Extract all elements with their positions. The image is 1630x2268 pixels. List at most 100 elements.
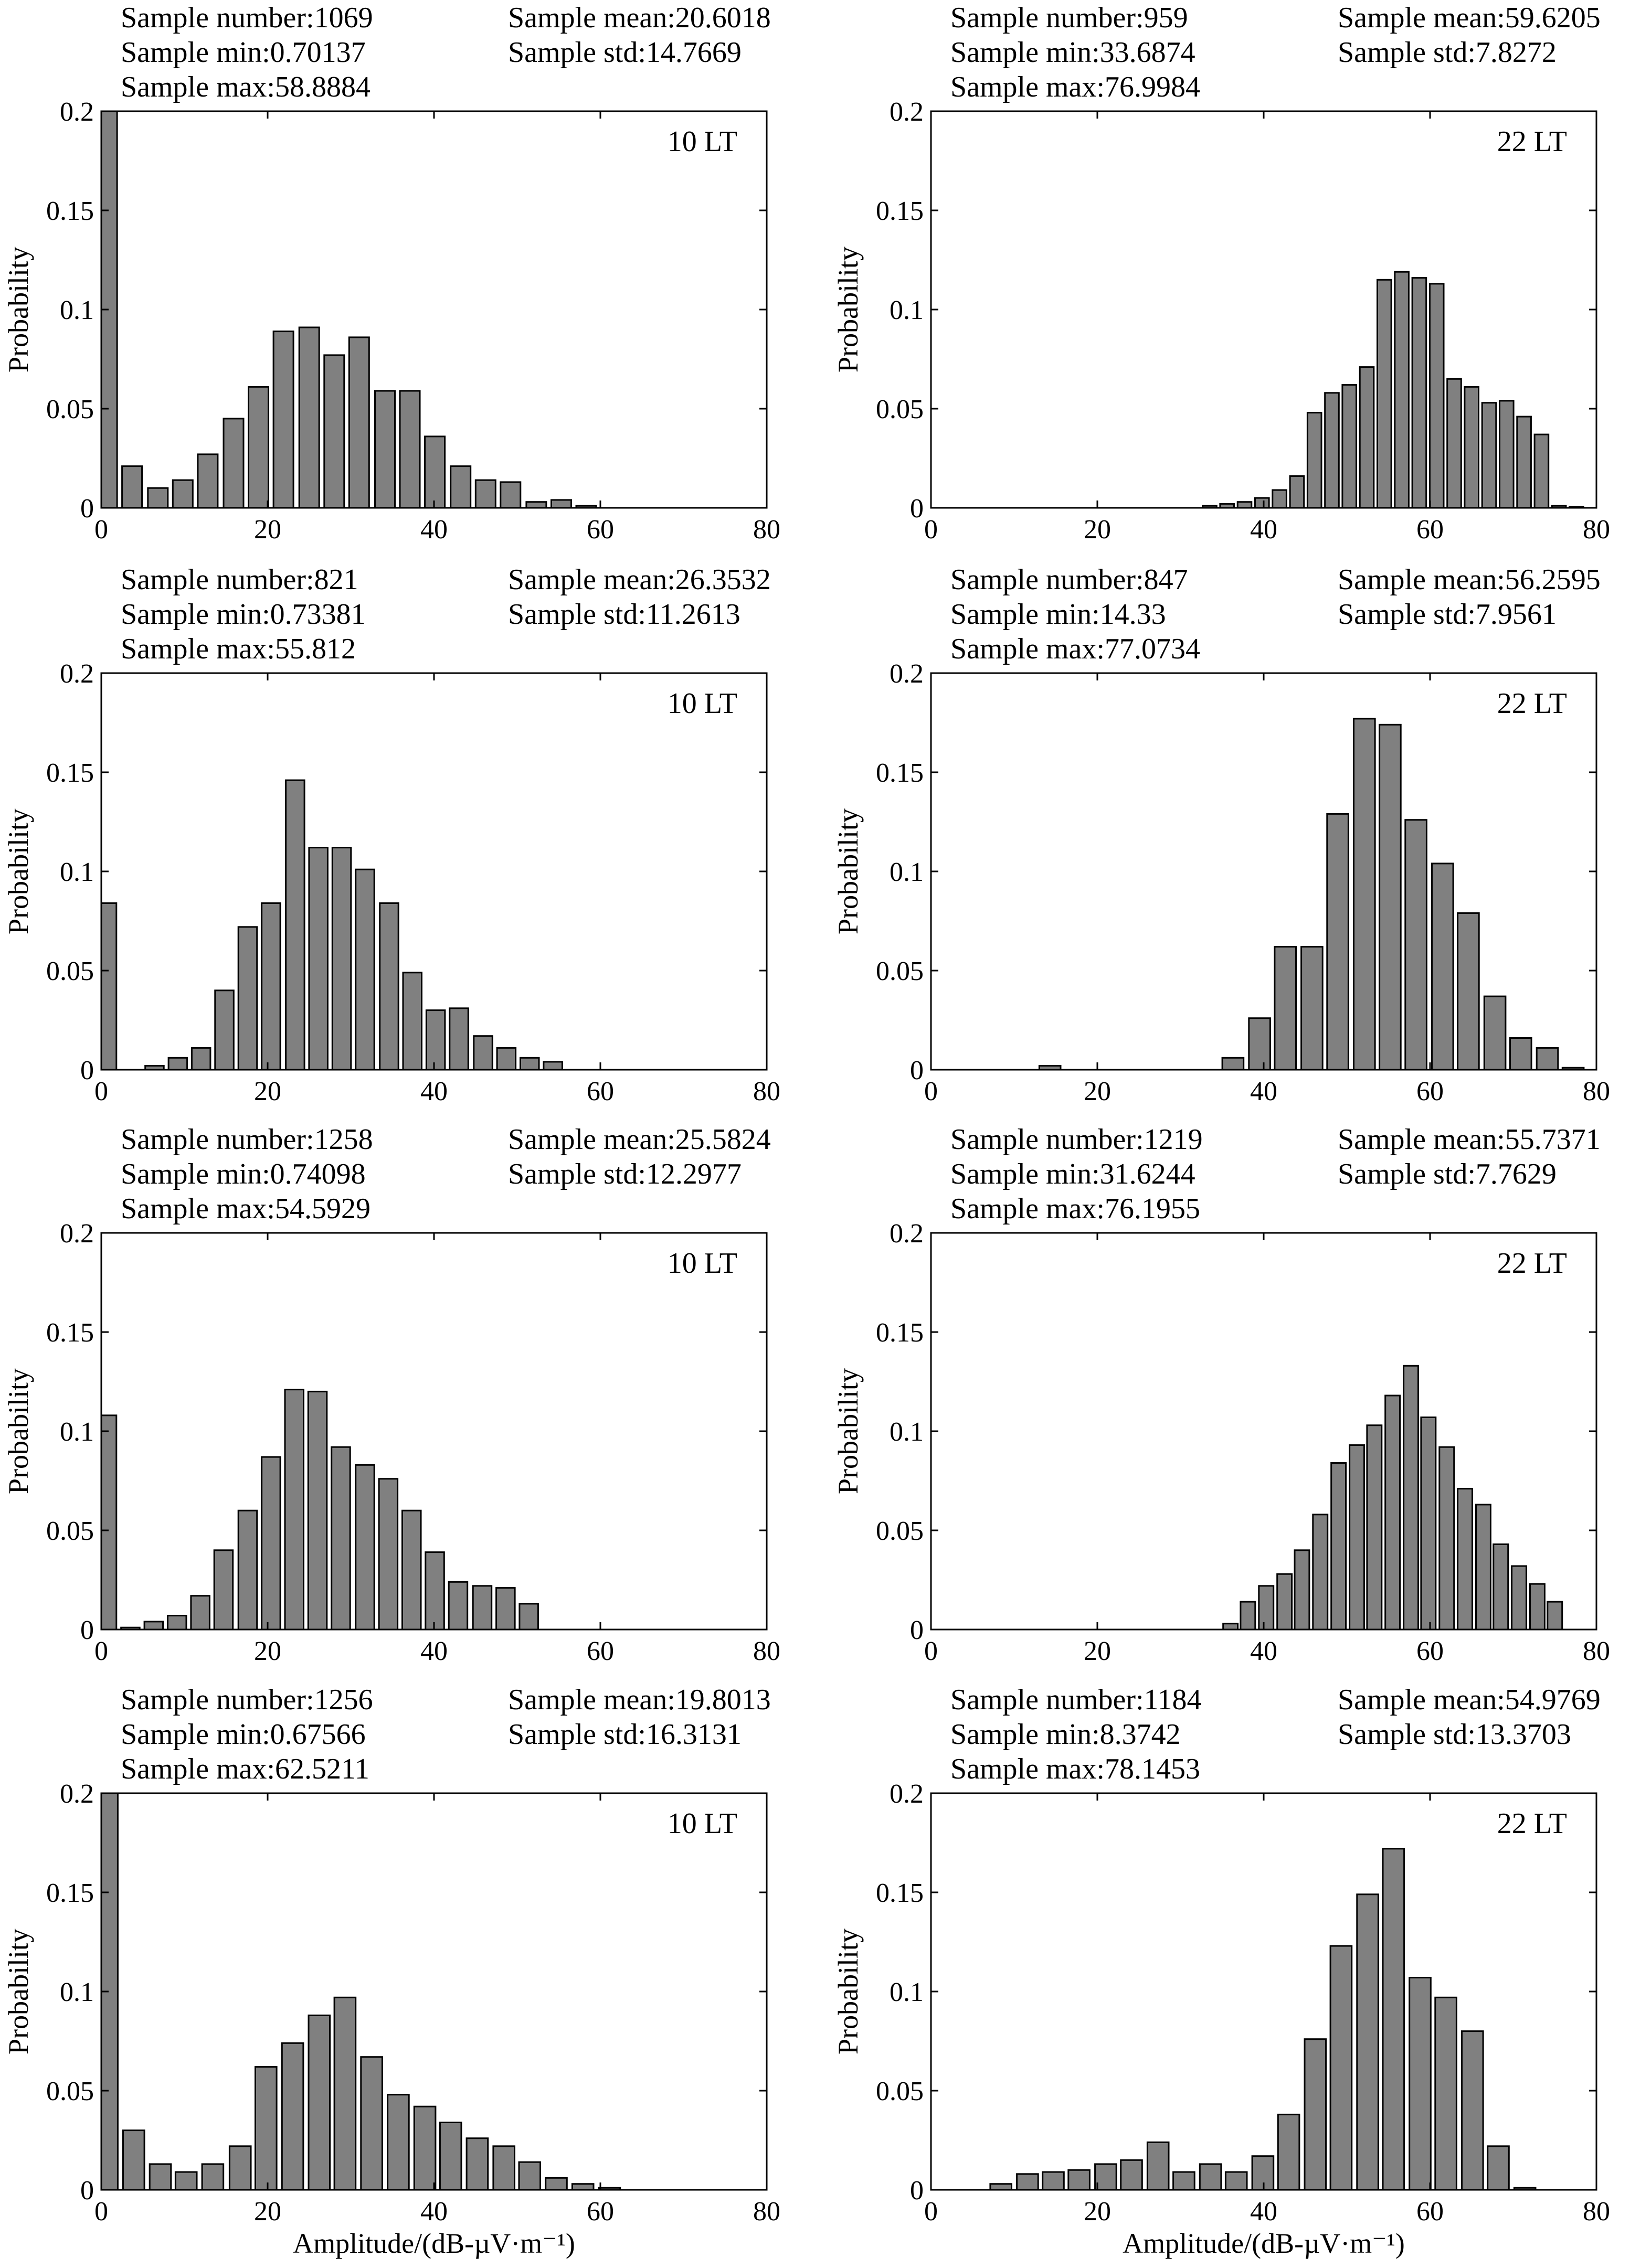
histogram-panel-4: 0 20 40 60 80 0 0.05 0.1 0.15 0.2 Probability 22 LT… <box>832 563 1610 1106</box>
y-tick-label: 0 <box>910 2176 924 2206</box>
sample-number: Sample number:1258 <box>121 1123 373 1156</box>
sample-mean: Sample mean:55.7371 <box>1338 1123 1601 1156</box>
histogram-bar <box>374 390 396 509</box>
histogram-bar <box>331 1446 351 1631</box>
histogram-bar <box>1240 1601 1256 1631</box>
y-tick-label: 0 <box>80 1056 94 1085</box>
sample-mean: Sample mean:19.8013 <box>508 1684 771 1716</box>
histogram-bar <box>1464 386 1479 509</box>
panel-time-label: 10 LT <box>668 1247 737 1280</box>
histogram-bar <box>355 868 375 1071</box>
x-tick-label: 60 <box>1416 1077 1444 1106</box>
x-tick-label: 60 <box>587 515 614 545</box>
y-tick-label: 0.05 <box>876 395 924 424</box>
x-tick-label: 20 <box>1084 515 1111 545</box>
histogram-bar <box>1533 433 1550 509</box>
histogram-panel-1: 0 20 40 60 80 0 0.05 0.1 0.15 0.2 Probability 10 LT… <box>3 2 780 545</box>
histogram-bar <box>1306 412 1322 509</box>
y-tick-label: 0.05 <box>46 395 94 424</box>
y-axis-label: Probability <box>3 808 34 934</box>
sample-std: Sample std:12.2977 <box>508 1158 742 1190</box>
histogram-bar <box>272 331 294 509</box>
histogram-bar <box>473 1035 493 1071</box>
x-tick-label: 60 <box>1416 2197 1444 2227</box>
histogram-bar <box>190 1595 210 1631</box>
histogram-panel-6: 0 20 40 60 80 0 0.05 0.1 0.15 0.2 Probability 22 LT… <box>832 1123 1610 1666</box>
y-tick-label: 0 <box>910 1056 924 1085</box>
histogram-bar <box>401 1509 422 1631</box>
sample-std: Sample std:14.7669 <box>508 36 742 69</box>
x-tick-label: 80 <box>753 1636 780 1666</box>
histogram-bar <box>472 1585 493 1631</box>
histogram-bar <box>1274 946 1297 1071</box>
histogram-bar <box>1326 813 1349 1071</box>
histogram-bar <box>1294 1549 1310 1631</box>
histogram-bar <box>261 902 281 1071</box>
x-tick-label: 20 <box>254 1636 281 1666</box>
x-tick-label: 60 <box>1416 515 1444 545</box>
histogram-bar <box>551 499 572 509</box>
y-tick-label: 0.05 <box>876 2077 924 2106</box>
x-tick-label: 0 <box>924 1077 938 1106</box>
panel-time-label: 10 LT <box>668 125 737 158</box>
histogram-bar <box>1487 2145 1510 2191</box>
sample-number: Sample number:1219 <box>950 1123 1203 1156</box>
sample-min: Sample min:8.3742 <box>950 1718 1181 1751</box>
histogram-bar <box>1248 1017 1271 1071</box>
sample-mean: Sample mean:56.2595 <box>1338 563 1601 596</box>
y-tick-label: 0.2 <box>60 1779 94 1809</box>
histogram-bar <box>147 487 169 509</box>
panel-time-label: 22 LT <box>1497 687 1567 720</box>
histogram-bar <box>190 1047 211 1071</box>
histogram-bar <box>1304 2038 1327 2191</box>
histogram-bar <box>450 465 472 509</box>
histogram-bar <box>492 2145 516 2191</box>
sample-min: Sample min:31.6244 <box>950 1158 1195 1190</box>
histogram-bar <box>1382 1848 1405 2191</box>
x-axis-label: Amplitude/(dB-µV·m⁻¹) <box>293 2228 575 2259</box>
sample-number: Sample number:847 <box>950 563 1188 596</box>
histogram-bar <box>1403 1365 1420 1631</box>
histogram-bar <box>571 2183 595 2191</box>
histogram-bar <box>100 902 118 1071</box>
histogram-bar <box>1461 2030 1484 2191</box>
histogram-panel-7: 0 20 40 60 80 0 0.05 0.1 0.15 0.2 Probability 10 LT… <box>3 1684 780 2259</box>
y-tick-label: 0.15 <box>46 1878 94 1908</box>
histogram-bar <box>174 2171 198 2191</box>
sample-min: Sample min:33.6874 <box>950 36 1195 69</box>
histogram-bar <box>201 2163 225 2191</box>
panel-time-label: 22 LT <box>1497 1247 1567 1280</box>
y-tick-label: 0.15 <box>46 196 94 226</box>
histogram-bar <box>1483 995 1507 1071</box>
histogram-bar <box>1199 2163 1222 2191</box>
x-tick-label: 20 <box>254 515 281 545</box>
histogram-bar <box>307 1390 328 1631</box>
x-tick-label: 20 <box>1084 2197 1111 2227</box>
histogram-bar <box>331 847 352 1071</box>
histogram-bar <box>424 435 446 509</box>
histogram-bar <box>1356 1893 1379 2191</box>
sample-max: Sample max:77.0734 <box>950 633 1200 665</box>
sample-max: Sample max:55.812 <box>121 633 356 665</box>
histogram-bar <box>255 2066 278 2191</box>
histogram-bar <box>1509 1037 1532 1071</box>
sample-max: Sample max:76.9984 <box>950 71 1200 103</box>
histogram-bar <box>1120 2159 1143 2191</box>
x-tick-label: 0 <box>94 1636 108 1666</box>
histogram-bar <box>1409 1977 1432 2191</box>
sample-std: Sample std:7.9561 <box>1338 598 1557 631</box>
histogram-bar <box>1341 384 1357 509</box>
sample-number: Sample number:1256 <box>121 1684 373 1716</box>
histogram-bar <box>167 1615 187 1631</box>
histogram-bar <box>500 481 522 509</box>
histogram-bar <box>1493 1543 1509 1631</box>
y-tick-label: 0.15 <box>46 1318 94 1348</box>
panel-time-label: 22 LT <box>1497 1807 1567 1840</box>
histogram-bar <box>1547 1601 1563 1631</box>
histogram-bar <box>1366 1424 1383 1631</box>
y-axis-label: Probability <box>832 247 864 372</box>
